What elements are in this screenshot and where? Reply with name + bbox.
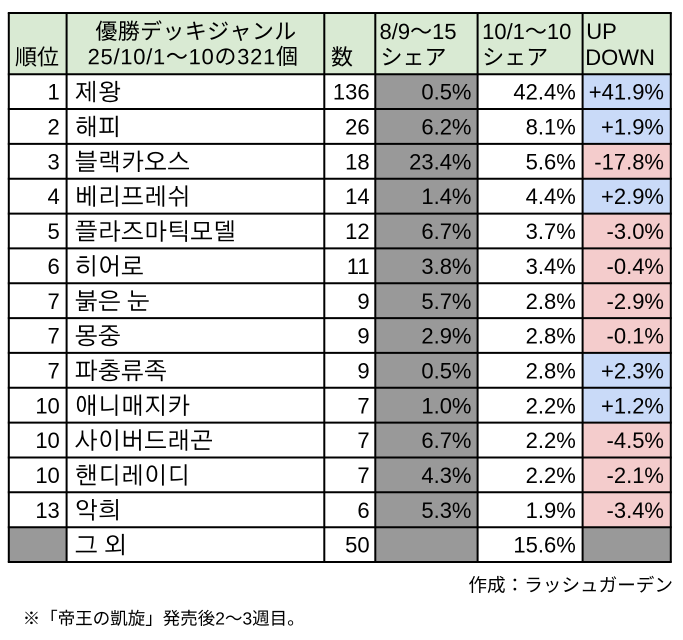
svg-text:1.4%: 1.4% [421,184,471,209]
svg-text:-3.4%: -3.4% [607,498,664,523]
svg-text:7: 7 [357,393,369,418]
svg-text:6: 6 [48,254,60,279]
svg-text:136: 136 [333,80,370,105]
svg-text:8.1%: 8.1% [526,115,576,140]
svg-text:42.4%: 42.4% [513,80,575,105]
svg-text:3: 3 [48,149,60,174]
svg-text:10: 10 [35,428,59,453]
svg-text:-4.5%: -4.5% [607,428,664,453]
svg-text:-2.1%: -2.1% [607,463,664,488]
svg-text:11: 11 [347,254,370,279]
svg-text:3.8%: 3.8% [421,254,471,279]
svg-text:9: 9 [357,358,369,383]
svg-text:-3.0%: -3.0% [607,219,664,244]
svg-text:+2.9%: +2.9% [601,184,664,209]
svg-text:5: 5 [48,219,60,244]
svg-text:2.2%: 2.2% [526,428,576,453]
svg-text:4.3%: 4.3% [421,463,471,488]
svg-text:1.0%: 1.0% [421,393,471,418]
svg-text:6.7%: 6.7% [421,428,471,453]
svg-text:5.6%: 5.6% [526,149,576,174]
svg-text:12: 12 [345,219,369,244]
svg-text:15.6%: 15.6% [513,533,575,558]
svg-text:+1.2%: +1.2% [601,393,664,418]
svg-text:14: 14 [345,184,369,209]
svg-text:10: 10 [35,393,59,418]
svg-text:+41.9%: +41.9% [589,80,664,105]
svg-text:6.2%: 6.2% [421,115,471,140]
svg-text:5.3%: 5.3% [421,498,471,523]
svg-text:+2.3%: +2.3% [601,358,664,383]
svg-text:4.4%: 4.4% [526,184,576,209]
svg-text:7: 7 [48,358,60,383]
svg-text:2.9%: 2.9% [421,324,471,349]
svg-text:7: 7 [48,289,60,314]
svg-text:7: 7 [357,428,369,453]
svg-text:13: 13 [35,498,59,523]
svg-text:1.9%: 1.9% [526,498,576,523]
svg-text:2.8%: 2.8% [526,289,576,314]
svg-text:-2.9%: -2.9% [607,289,664,314]
svg-text:3.7%: 3.7% [526,219,576,244]
svg-text:18: 18 [345,149,369,174]
svg-text:2.8%: 2.8% [526,324,576,349]
svg-text:2: 2 [48,115,60,140]
svg-text:5.7%: 5.7% [421,289,471,314]
svg-text:2.2%: 2.2% [526,463,576,488]
svg-text:9: 9 [357,289,369,314]
svg-text:1: 1 [48,80,60,105]
svg-text:3.4%: 3.4% [526,254,576,279]
svg-text:2.8%: 2.8% [526,358,576,383]
svg-text:6.7%: 6.7% [421,219,471,244]
svg-text:-0.1%: -0.1% [607,324,664,349]
svg-text:-17.8%: -17.8% [594,149,664,174]
svg-text:50: 50 [345,533,369,558]
svg-text:23.4%: 23.4% [409,149,471,174]
svg-text:26: 26 [345,115,369,140]
svg-text:4: 4 [48,184,60,209]
svg-text:0.5%: 0.5% [421,80,471,105]
svg-text:7: 7 [48,324,60,349]
svg-text:0.5%: 0.5% [421,358,471,383]
svg-text:9: 9 [357,324,369,349]
svg-text:-0.4%: -0.4% [607,254,664,279]
svg-text:10: 10 [35,463,59,488]
svg-text:6: 6 [357,498,369,523]
svg-text:7: 7 [357,463,369,488]
svg-text:DOWN: DOWN [585,45,655,70]
svg-text:2.2%: 2.2% [526,393,576,418]
svg-text:UP: UP [586,19,617,44]
svg-text:+1.9%: +1.9% [601,115,664,140]
